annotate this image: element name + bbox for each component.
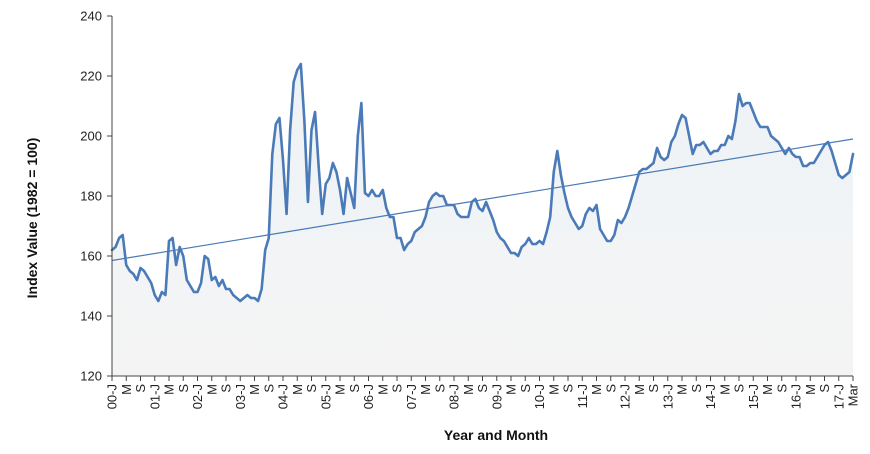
x-tick-label: 04-J [276,384,291,409]
x-tick-label: M [675,384,690,395]
x-tick-label: S [304,384,319,393]
trend-line [111,138,854,262]
x-tick-label: 16-J [789,384,804,409]
x-tick-label: 00-J [105,384,120,409]
x-tick-label: S [774,384,789,393]
x-tick-label: S [219,384,234,393]
x-tick-label: 15-J [746,384,761,409]
series-line [110,62,855,303]
y-tick-label: 240 [80,9,102,24]
y-tick-label: 180 [80,189,102,204]
x-tick-label: 06-J [361,384,376,409]
x-tick-label: Mar [846,383,861,406]
x-tick-label: M [546,384,561,395]
x-tick-label: 14-J [703,384,718,409]
x-tick-label: 11-J [575,384,590,408]
y-ticks: 120 140 160 180 200 220 240 [80,9,112,384]
x-tick-label: 08-J [447,384,462,409]
x-tick-label: M [418,384,433,395]
x-tick-label: S [261,384,276,393]
x-tick-label: 07-J [404,384,419,409]
x-tick-label: S [347,384,362,393]
x-tick-label: M [119,384,134,395]
x-tick-label: M [333,384,348,395]
x-tick-label: S [603,384,618,393]
x-tick-label: M [589,384,604,395]
x-tick-label: M [290,384,305,395]
x-tick-label: S [518,384,533,393]
x-tick-label: M [204,384,219,395]
x-tick-label: M [803,384,818,395]
x-tick-label: S [561,384,576,393]
x-tick-label: 01-J [147,384,162,409]
y-axis-title: Index Value (1982 = 100) [24,138,40,299]
y-tick-label: 140 [80,309,102,324]
x-tick-label: S [133,384,148,393]
x-tick-label: M [717,384,732,395]
x-tick-label: 02-J [190,384,205,409]
x-tick-label: S [732,384,747,393]
x-tick-label: S [432,384,447,393]
x-ticks: 00-J M S 01-J M S 02-J M S 03-J M S 04-J M S 05-J M S 06-J… [105,376,861,409]
x-tick-label: M [504,384,519,395]
x-tick-label: M [375,384,390,395]
x-tick-label: 09-J [489,384,504,409]
x-tick-label: S [475,384,490,393]
y-tick-label: 160 [80,249,102,264]
x-tick-label: S [390,384,405,393]
x-tick-label: 17-J [831,384,846,409]
area-fill [112,64,853,376]
x-axis-title: Year and Month [444,427,548,443]
x-tick-label: S [646,384,661,393]
y-tick-label: 220 [80,69,102,84]
x-tick-label: M [760,384,775,395]
y-tick-label: 120 [80,369,102,384]
y-tick-label: 200 [80,129,102,144]
x-tick-label: M [162,384,177,395]
x-tick-label: 05-J [318,384,333,409]
x-tick-label: M [632,384,647,395]
x-tick-label: 12-J [618,384,633,409]
x-tick-label: M [247,384,262,395]
x-tick-label: M [461,384,476,395]
x-tick-label: 10-J [532,384,547,409]
x-tick-label: 03-J [233,384,248,409]
x-tick-label: S [817,384,832,393]
x-tick-label: S [176,384,191,393]
x-tick-label: S [689,384,704,393]
x-tick-label: 13-J [660,384,675,409]
